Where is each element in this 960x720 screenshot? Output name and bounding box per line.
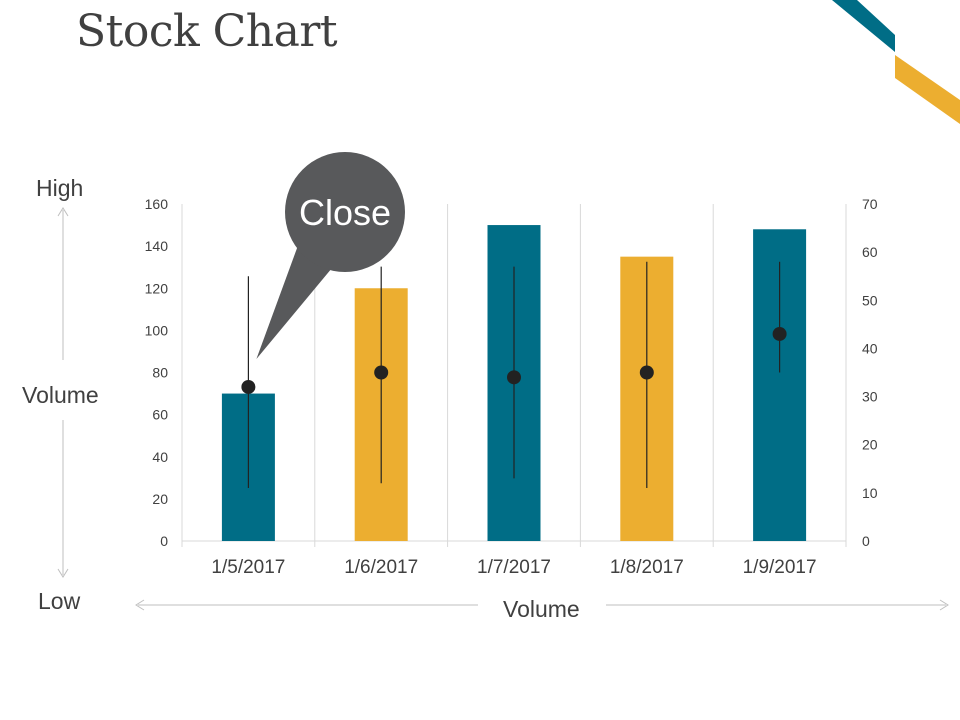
y-left-tick-label: 140 (145, 238, 169, 254)
y-right-tick-label: 30 (862, 389, 878, 405)
label-high: High (36, 175, 84, 201)
label-low: Low (38, 588, 81, 614)
y-left-tick-label: 20 (152, 491, 168, 507)
bottom-arrow-left-head (135, 599, 145, 611)
low-arrow-head (57, 568, 69, 578)
y-left-tick-label: 40 (152, 449, 168, 465)
y-right-tick-label: 20 (862, 437, 878, 453)
ticks-layer: 0 20 40 60 80 100 120 140 160 0 10 20 30 40 50 60 70 1/5/… (145, 196, 878, 578)
bottom-arrow-right-head (939, 599, 949, 611)
y-right-tick-label: 70 (862, 196, 878, 212)
corner-stripe-gold (895, 55, 960, 124)
label-volume-left: Volume (22, 382, 99, 408)
callout-tail (256, 240, 332, 359)
page-title: Stock Chart (76, 6, 338, 57)
close-marker (374, 365, 389, 380)
hilo-layer (241, 261, 787, 489)
corner-stripe-teal (832, 0, 895, 52)
close-callout: Close (256, 152, 405, 359)
x-tick-label: 1/8/2017 (610, 557, 684, 578)
y-left-tick-label: 120 (145, 280, 169, 296)
y-right-tick-label: 60 (862, 244, 878, 260)
y-left-tick-label: 60 (152, 407, 168, 423)
close-marker (772, 326, 787, 341)
x-tick-label: 1/9/2017 (743, 557, 817, 578)
y-left-tick-label: 0 (160, 533, 168, 549)
y-right-tick-label: 40 (862, 340, 878, 356)
y-left-tick-label: 80 (152, 365, 168, 381)
y-left-tick-label: 160 (145, 196, 169, 212)
y-right-tick-label: 50 (862, 292, 878, 308)
label-volume-bottom: Volume (503, 596, 580, 622)
callout-bubble (285, 152, 405, 272)
axis-arrows (57, 207, 949, 611)
y-right-tick-label: 10 (862, 485, 878, 501)
high-arrow-head (57, 207, 69, 217)
x-tick-label: 1/5/2017 (211, 557, 285, 578)
close-marker (241, 379, 256, 394)
close-marker (639, 365, 654, 380)
x-tick-label: 1/7/2017 (477, 557, 551, 578)
x-tick-label: 1/6/2017 (344, 557, 418, 578)
y-right-tick-label: 0 (862, 533, 870, 549)
y-left-tick-label: 100 (145, 322, 169, 338)
callout-text: Close (299, 192, 391, 233)
close-marker (507, 370, 521, 385)
